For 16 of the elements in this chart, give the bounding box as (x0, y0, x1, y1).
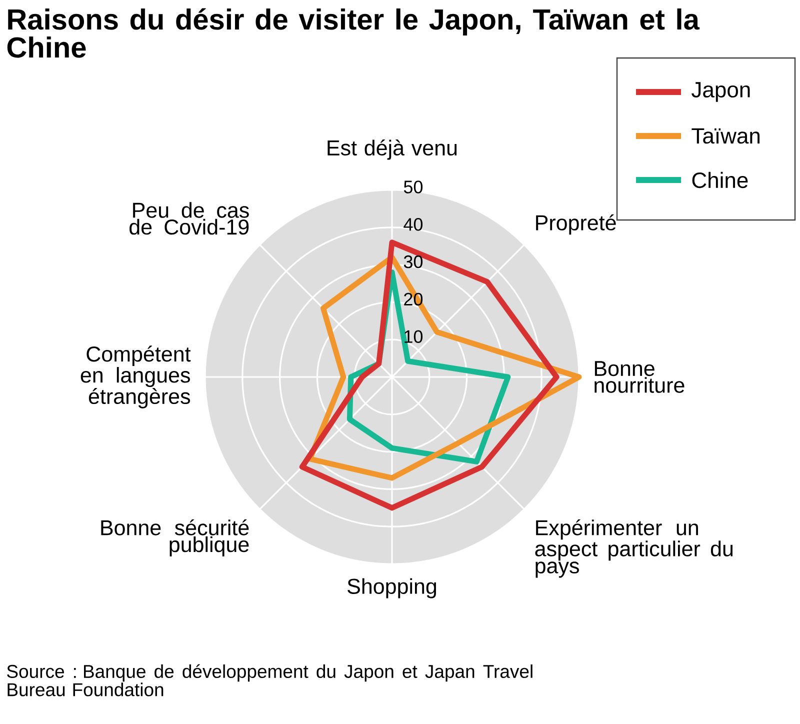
y-tick-label: 40 (404, 218, 423, 231)
spoke-label: Propreté (536, 214, 616, 235)
spoke-label: Expérimenter un aspect particulier du pays (535, 519, 733, 578)
spoke-label: Bonne sécurité publique (101, 519, 249, 556)
y-tick-label: 50 (404, 180, 423, 194)
y-tick-label: 30 (404, 255, 423, 268)
spoke-label: Bonne nourriture (594, 361, 684, 393)
spoke-label: Compétent en langues étrangères (80, 346, 191, 408)
spoke-label: Peu de cas de Covid-19 (130, 202, 249, 235)
legend-label: Japon (692, 82, 750, 102)
legend-label: Chine (692, 172, 748, 188)
source-note: Source : Banque de développement du Japon et Japan Travel Bureau Foundation (7, 664, 532, 696)
chart-title: Raisons du désir de visiter le Japon, Taïwan et la Chine (7, 8, 700, 58)
legend-label: Taïwan (692, 128, 760, 144)
spoke-label: Shopping (348, 578, 436, 598)
spoke-label: Est déjà venu (328, 140, 457, 160)
